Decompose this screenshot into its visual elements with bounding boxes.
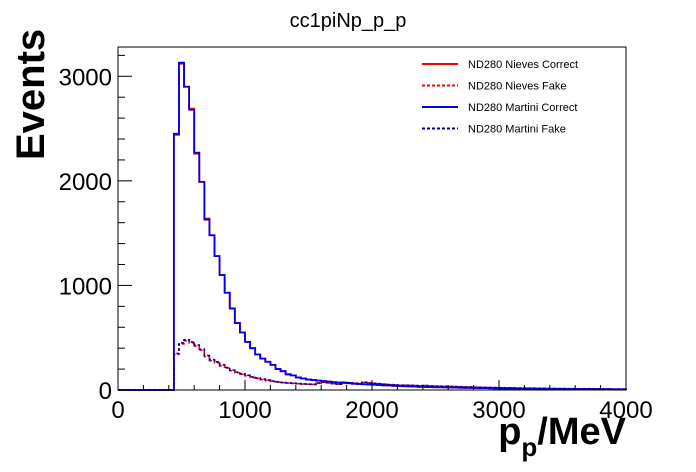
series-nd280-martini-fake [118,339,627,391]
legend-label: ND280 Nieves Fake [468,81,566,93]
legend: ND280 Nieves Correct ND280 Nieves Fake ND2… [422,59,578,136]
y-axis-title: Events [9,29,53,160]
x-tick-label: 4000 [599,397,652,424]
x-tick-label: 2000 [345,397,398,424]
y-axis: 0 1000 2000 3000 [59,54,132,405]
x-axis-title-main: p [498,411,521,453]
y-tick-label: 0 [99,378,112,405]
legend-label: ND280 Martini Correct [468,102,577,114]
x-axis-title: pp/MeV [498,411,626,462]
x-tick-label: 3000 [472,397,525,424]
y-tick-label: 3000 [59,64,112,91]
x-axis-title-subscript: p [521,432,537,462]
legend-label: ND280 Martini Fake [468,124,566,136]
x-axis: 0 1000 2000 3000 4000 [111,380,653,424]
y-tick-label: 1000 [59,273,112,300]
series-layer [118,61,627,391]
x-axis-title-unit: /MeV [537,411,626,453]
x-tick-label: 1000 [218,397,271,424]
chart-title: cc1piNp_p_p [290,10,407,32]
y-tick-label: 2000 [59,169,112,196]
x-tick-label: 0 [111,397,124,424]
legend-label: ND280 Nieves Correct [468,59,578,71]
